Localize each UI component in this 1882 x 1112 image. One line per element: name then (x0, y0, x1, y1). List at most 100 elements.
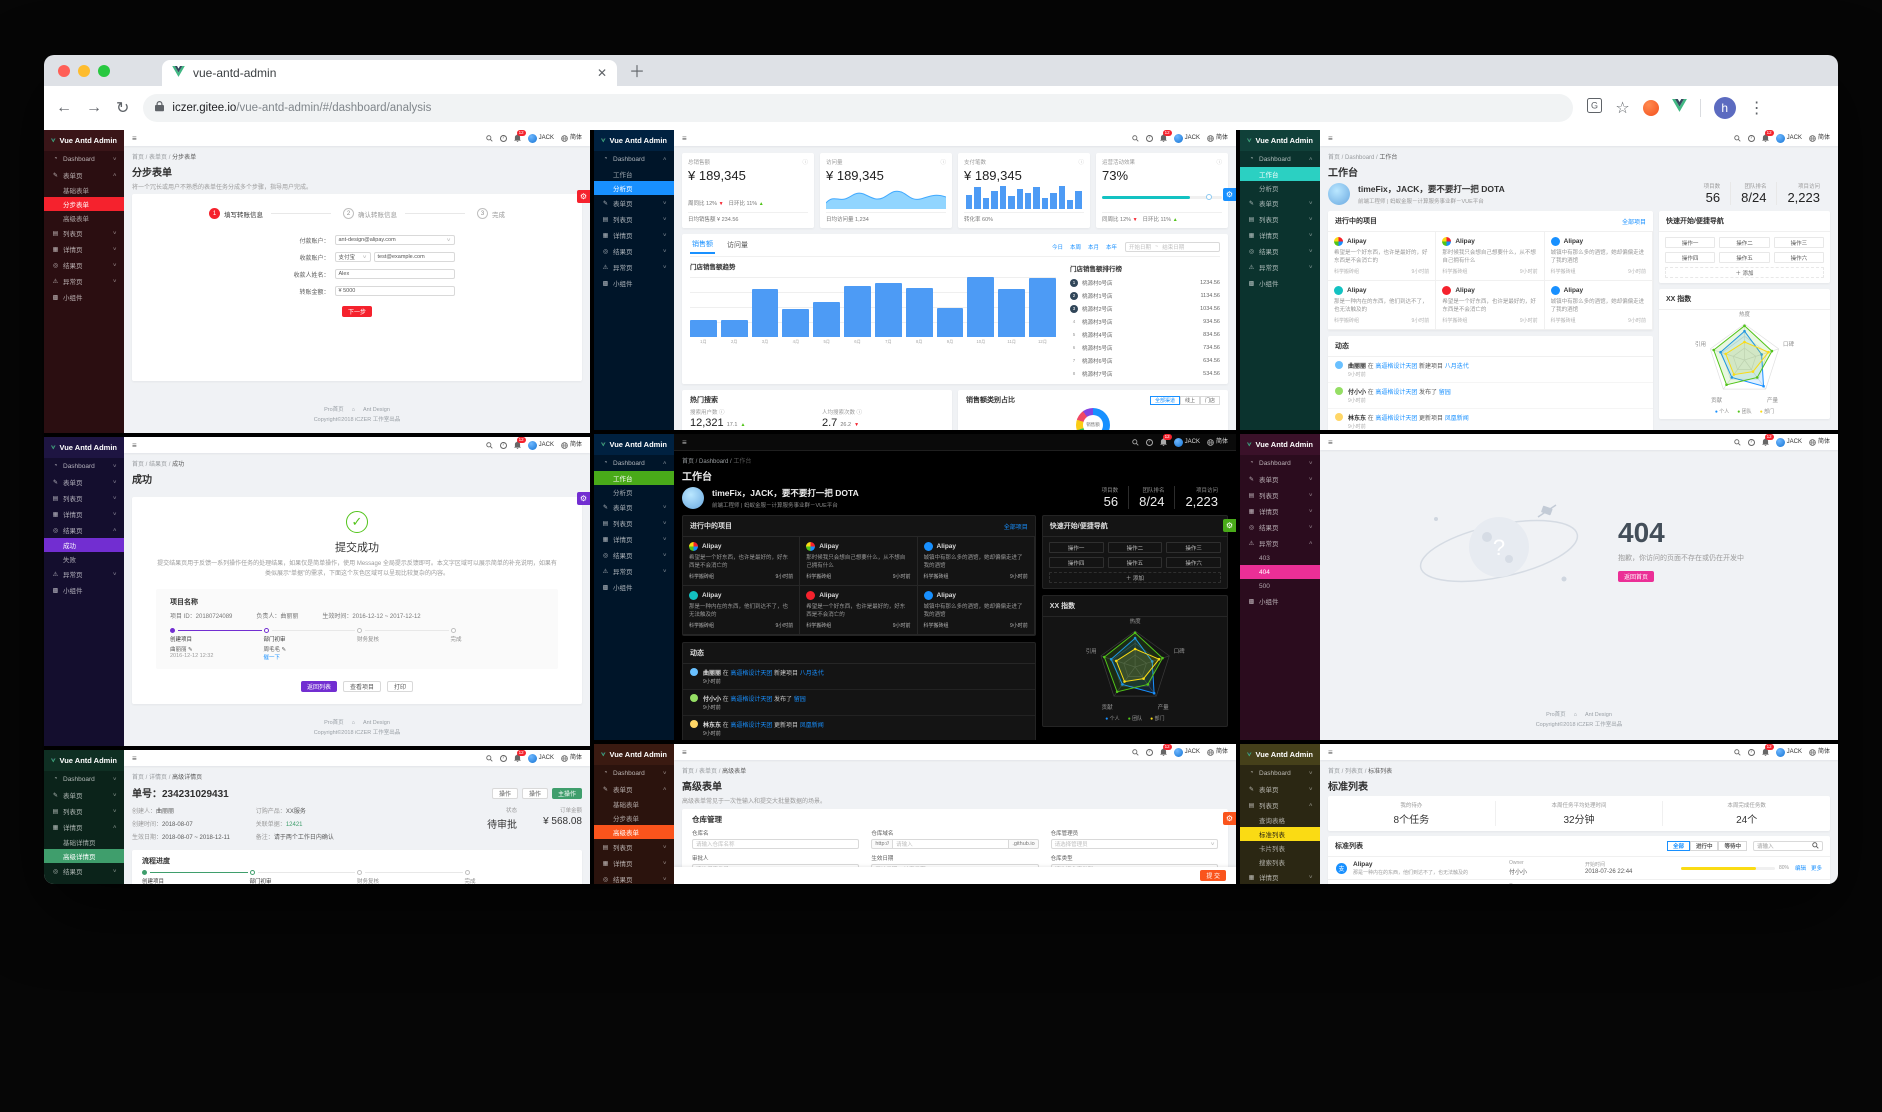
sidebar-item-表单页[interactable]: ✎ 表单页 ∨ (602, 200, 667, 208)
notification-bell-icon[interactable]: 12 (1761, 434, 1774, 446)
breadcrumb-link[interactable]: 首页 (132, 775, 145, 781)
field-付款账户[interactable]: ant-design@alipay.com ∨ (334, 235, 455, 245)
header-search-icon[interactable] (1733, 438, 1741, 446)
project-team[interactable]: 科学搬砖组 (923, 574, 949, 580)
tab-销售额[interactable]: 销售额 (690, 239, 715, 254)
activity-user[interactable]: 林东东 (703, 723, 722, 729)
quick-add-button[interactable]: ＋ 添加 (1664, 267, 1824, 278)
sidebar-subitem-500[interactable]: 500 (1259, 582, 1270, 590)
header-search-icon[interactable] (485, 754, 493, 762)
range-今日[interactable]: 今日 (1051, 244, 1063, 251)
language-switch[interactable]: 简体 (561, 754, 582, 762)
sidebar-item-Dashboard[interactable]: ◔ Dashboard ∧ (603, 155, 667, 163)
activity-target[interactable]: 凤凰新闻 (1444, 416, 1469, 422)
primary-action-button[interactable]: 主操作 (551, 788, 582, 799)
sidebar-subitem-搜索列表[interactable]: 搜索列表 (1259, 860, 1285, 867)
project-team[interactable]: 科学搬砖组 (1334, 269, 1360, 275)
header-help-icon[interactable]: ? (1747, 748, 1755, 756)
sidebar-item-详情页[interactable]: ▦ 详情页 ∨ (602, 536, 667, 544)
language-switch[interactable]: 简体 (1809, 438, 1830, 446)
sidebar-item-表单页[interactable]: ✎ 表单页 ∧ (602, 786, 667, 794)
sidebar-item-列表页[interactable]: ▤ 列表页 ∨ (1248, 492, 1313, 500)
sidebar-item-详情页[interactable]: ▦ 详情页 ∨ (1248, 508, 1313, 516)
sidebar-item-表单页[interactable]: ✎ 表单页 ∨ (1248, 476, 1313, 484)
notification-bell-icon[interactable]: 12 (1761, 744, 1774, 756)
project-team[interactable]: 科学搬砖组 (806, 623, 832, 629)
sidebar-item-详情页[interactable]: ▦ 详情页 ∨ (1248, 874, 1313, 882)
user-menu[interactable]: JACK (527, 133, 554, 143)
sidebar-item-表单页[interactable]: ✎ 表单页 ∨ (1248, 200, 1313, 208)
sidebar-subitem-卡片列表[interactable]: 卡片列表 (1259, 846, 1285, 853)
sidebar-item-结果页[interactable]: ◎ 结果页 ∨ (1248, 248, 1313, 256)
sidebar-subitem-工作台[interactable]: 工作台 (613, 172, 633, 179)
sidebar-subitem-403[interactable]: 403 (1259, 554, 1270, 562)
activity-user[interactable]: 付小小 (703, 697, 722, 703)
breadcrumb-link[interactable]: 首页 (682, 459, 695, 465)
pie-tab-门店[interactable]: 门店 (1199, 395, 1220, 405)
sidebar-item-详情页[interactable]: ▦ 详情页 ∨ (1248, 232, 1313, 240)
next-step-button[interactable]: 下一步 (341, 306, 372, 317)
footer-link[interactable]: Ant Design (362, 407, 390, 413)
project-card[interactable]: Alipay 那时候我只会想自己想要什么，从不想自己拥有什么 科学搬砖组 9小时前 (800, 537, 918, 586)
project-card[interactable]: Alipay 希望是一个好东西，也许是最好的，好东西是不会消亡的 科学搬砖组 9小… (683, 537, 801, 586)
project-team[interactable]: 科学搬砖组 (806, 574, 832, 580)
sidebar-item-小组件[interactable]: ▩ 小组件 (602, 280, 633, 289)
close-window-button[interactable] (58, 65, 70, 77)
theme-settings-gear-icon[interactable]: ⚙ (1223, 519, 1236, 532)
sidebar-subitem-高级表单[interactable]: 高级表单 (63, 216, 89, 223)
sidebar-item-表单页[interactable]: ✎ 表单页 ∧ (52, 172, 117, 180)
notification-bell-icon[interactable]: 12 (513, 130, 526, 142)
language-switch[interactable]: 简体 (1809, 134, 1830, 142)
all-projects-link[interactable]: 全部项目 (1621, 219, 1646, 226)
reload-icon[interactable]: ↻ (116, 100, 130, 117)
breadcrumb-link[interactable]: 表单页 (149, 155, 168, 161)
breadcrumb-link[interactable]: 详情页 (149, 775, 168, 781)
project-team[interactable]: 科学搬砖组 (1442, 269, 1468, 275)
sidebar-item-列表页[interactable]: ▤ 列表页 ∨ (52, 808, 117, 816)
sidebar-item-异常页[interactable]: ⚠ 异常页∨ (52, 278, 117, 286)
user-menu[interactable]: JACK (1173, 133, 1200, 143)
project-card[interactable]: Alipay 希望是一个好东西，也许是最好的，好东西是不会消亡的 科学搬砖组 9小… (1328, 232, 1437, 281)
sidebar-item-详情页[interactable]: ▦ 详情页 ∨ (52, 511, 117, 519)
pie-tab-全部渠道[interactable]: 全部渠道 (1149, 395, 1180, 405)
sidebar-item-详情页[interactable]: ▦ 详情页 ∨ (602, 232, 667, 240)
radar-legend-部门[interactable]: ● 部门 (1150, 716, 1165, 722)
user-menu[interactable]: JACK (1775, 437, 1802, 447)
language-switch[interactable]: 简体 (1809, 748, 1830, 756)
project-card[interactable]: Alipay 那是一种内在的东西，他们到达不了，也无法触及的 科学搬砖组 9小时前 (683, 586, 801, 635)
sidebar-item-详情页[interactable]: ▦ 详情页 ∨ (602, 860, 667, 868)
radar-legend-团队[interactable]: ● 团队 (1737, 409, 1752, 415)
sidebar-subitem-标准列表[interactable]: 标准列表 (1240, 827, 1320, 841)
user-menu[interactable]: JACK (527, 440, 554, 450)
theme-settings-gear-icon[interactable]: ⚙ (1223, 188, 1236, 201)
back-icon[interactable]: ← (56, 99, 72, 116)
sidebar-item-Dashboard[interactable]: ◔ Dashboard ∨ (53, 155, 117, 163)
range-本年[interactable]: 本年 (1105, 244, 1117, 251)
pie-tab-线上[interactable]: 线上 (1179, 395, 1200, 405)
tab-close-icon[interactable]: ✕ (596, 66, 607, 80)
sidebar-item-小组件[interactable]: ▩ 小组件 (1248, 598, 1279, 607)
info-icon[interactable]: ⓘ (802, 160, 808, 166)
sidebar-subitem-分步表单[interactable]: 分步表单 (44, 197, 124, 211)
theme-settings-gear-icon[interactable]: ⚙ (577, 190, 590, 203)
sidebar-item-列表页[interactable]: ▤ 列表页 ∨ (602, 216, 667, 224)
activity-group[interactable]: 高逼格设计天团 (1375, 416, 1418, 422)
project-card[interactable]: Alipay 那是一种内在的东西，他们到达不了，也无法触及的 科学搬砖组 9小时前 (1328, 281, 1437, 330)
activity-target[interactable]: 留园 (1438, 390, 1451, 396)
activity-target[interactable]: 凤凰新闻 (799, 723, 824, 729)
project-team[interactable]: 科学搬砖组 (1442, 318, 1468, 324)
sidebar-subitem-成功[interactable]: 成功 (44, 538, 124, 552)
radar-legend-个人[interactable]: ● 个人 (1105, 716, 1120, 722)
maximize-window-button[interactable] (98, 65, 110, 77)
notification-bell-icon[interactable]: 12 (513, 750, 526, 762)
project-card[interactable]: Alipay 城镇中有那么多的酒馆，她却偏偏走进了我的酒馆 科学搬砖组 9小时前 (1544, 232, 1653, 281)
activity-group[interactable]: 高逼格设计天团 (730, 723, 773, 729)
timeline-link[interactable]: 催一下 (263, 655, 281, 662)
language-switch[interactable]: 简体 (1207, 134, 1228, 142)
row-action-更多[interactable]: 更多 (1810, 866, 1822, 872)
quick-op-操作六[interactable]: 操作六 (1773, 252, 1824, 263)
sidebar-item-异常页[interactable]: ⚠ 异常页 ∧ (1248, 540, 1313, 548)
date-range-picker[interactable]: 开始日期 ~ 结束日期 (1125, 241, 1220, 252)
project-card[interactable]: Alipay 城镇中有那么多的酒馆，她却偏偏走进了我的酒馆 科学搬砖组 9小时前 (1544, 281, 1653, 330)
footer-link[interactable]: Pro首页 (324, 407, 344, 413)
